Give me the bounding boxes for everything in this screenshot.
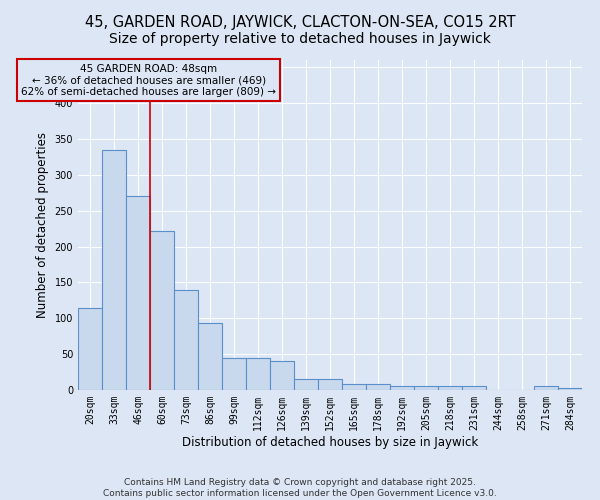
Bar bbox=[318, 378, 342, 390]
Bar bbox=[102, 150, 126, 390]
Bar bbox=[342, 384, 366, 390]
Bar bbox=[222, 358, 246, 390]
Bar bbox=[174, 290, 198, 390]
Bar bbox=[294, 378, 318, 390]
Bar bbox=[534, 386, 558, 390]
Bar bbox=[270, 362, 294, 390]
Bar bbox=[390, 386, 414, 390]
Bar bbox=[246, 358, 270, 390]
Bar bbox=[150, 230, 174, 390]
Text: Size of property relative to detached houses in Jaywick: Size of property relative to detached ho… bbox=[109, 32, 491, 46]
Bar bbox=[126, 196, 150, 390]
X-axis label: Distribution of detached houses by size in Jaywick: Distribution of detached houses by size … bbox=[182, 436, 478, 448]
Bar bbox=[558, 388, 582, 390]
Y-axis label: Number of detached properties: Number of detached properties bbox=[36, 132, 49, 318]
Bar bbox=[438, 386, 462, 390]
Text: 45, GARDEN ROAD, JAYWICK, CLACTON-ON-SEA, CO15 2RT: 45, GARDEN ROAD, JAYWICK, CLACTON-ON-SEA… bbox=[85, 15, 515, 30]
Bar bbox=[78, 308, 102, 390]
Bar bbox=[198, 324, 222, 390]
Bar bbox=[414, 386, 438, 390]
Text: 45 GARDEN ROAD: 48sqm
← 36% of detached houses are smaller (469)
62% of semi-det: 45 GARDEN ROAD: 48sqm ← 36% of detached … bbox=[22, 64, 277, 97]
Bar bbox=[366, 384, 390, 390]
Text: Contains HM Land Registry data © Crown copyright and database right 2025.
Contai: Contains HM Land Registry data © Crown c… bbox=[103, 478, 497, 498]
Bar bbox=[462, 386, 486, 390]
